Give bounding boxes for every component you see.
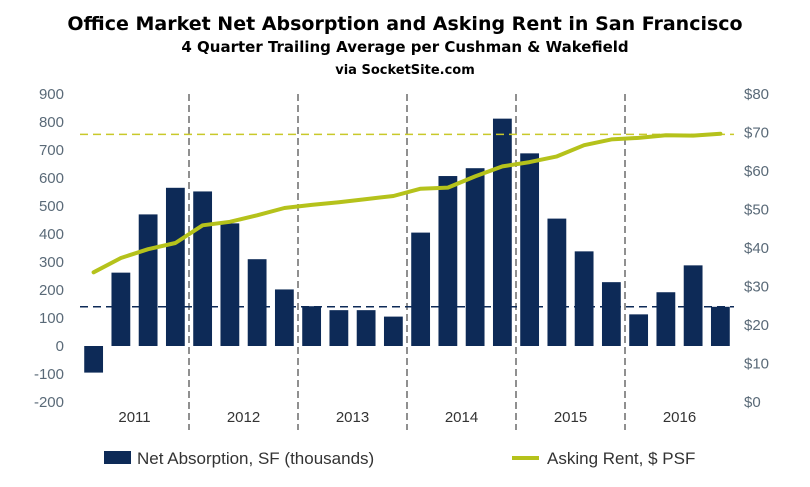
legend-label-rent: Asking Rent, $ PSF <box>547 449 695 468</box>
absorption-bar <box>111 272 131 346</box>
left-tick-label: 700 <box>39 142 64 159</box>
absorption-bar <box>601 282 621 346</box>
rent-line <box>91 131 723 275</box>
right-axis: $80 $70 $60 $50 $40 $30 $20 $10 $0 <box>744 86 769 411</box>
right-tick-label: $40 <box>744 240 769 257</box>
left-tick-label: 800 <box>39 114 64 131</box>
right-tick-label: $70 <box>744 125 769 142</box>
left-tick-label: 500 <box>39 198 64 215</box>
absorption-bar <box>138 214 158 346</box>
legend-label-absorption: Net Absorption, SF (thousands) <box>137 449 374 468</box>
left-tick-label: -100 <box>34 366 64 383</box>
year-label: 2011 <box>118 409 150 426</box>
left-axis: 900 800 700 600 500 400 300 200 100 0 -100 -200 <box>34 86 64 411</box>
absorption-bar <box>629 314 649 346</box>
chart-source: via SocketSite.com <box>335 63 475 78</box>
right-tick-label: $0 <box>744 394 761 411</box>
absorption-bar <box>574 251 594 346</box>
left-tick-label: 100 <box>39 310 64 327</box>
absorption-bar <box>302 306 322 346</box>
right-tick-label: $30 <box>744 279 769 296</box>
rent-line-layer <box>91 131 723 275</box>
year-label: 2013 <box>336 409 369 426</box>
absorption-bar <box>247 259 267 346</box>
absorption-bar <box>193 191 213 346</box>
absorption-bar <box>520 153 540 346</box>
left-tick-label: -200 <box>34 394 64 411</box>
absorption-bar <box>710 306 730 346</box>
year-dividers <box>188 94 626 430</box>
absorption-bar <box>683 265 703 346</box>
left-tick-label: 600 <box>39 170 64 187</box>
left-tick-label: 400 <box>39 226 64 243</box>
absorption-bars <box>84 118 730 373</box>
legend-swatch-absorption <box>104 451 131 464</box>
legend: Net Absorption, SF (thousands) Asking Re… <box>104 449 695 468</box>
absorption-bar <box>165 187 185 346</box>
absorption-bar <box>492 118 512 346</box>
absorption-bar <box>274 289 294 346</box>
year-label: 2012 <box>227 409 260 426</box>
year-label: 2015 <box>554 409 587 426</box>
right-tick-label: $80 <box>744 86 769 103</box>
absorption-bar <box>383 316 403 346</box>
absorption-bar <box>411 232 431 346</box>
year-label: 2016 <box>663 409 696 426</box>
year-labels: 2011 2012 2013 2014 2015 2016 <box>118 409 696 426</box>
absorption-bar <box>465 168 485 346</box>
chart-subtitle: 4 Quarter Trailing Average per Cushman &… <box>181 38 628 56</box>
left-tick-label: 200 <box>39 282 64 299</box>
absorption-bar <box>329 310 349 346</box>
absorption-bar <box>220 223 240 346</box>
right-tick-label: $20 <box>744 317 769 334</box>
right-tick-label: $60 <box>744 163 769 180</box>
left-tick-label: 0 <box>56 338 64 355</box>
year-label: 2014 <box>445 409 478 426</box>
reference-lines <box>80 133 734 308</box>
right-tick-label: $10 <box>744 356 769 373</box>
absorption-bar <box>84 346 104 373</box>
right-tick-label: $50 <box>744 202 769 219</box>
absorption-bar <box>438 176 458 346</box>
left-tick-label: 300 <box>39 254 64 271</box>
chart-title: Office Market Net Absorption and Asking … <box>67 13 742 35</box>
absorption-bar <box>547 218 567 346</box>
absorption-bar <box>356 310 376 346</box>
absorption-bar <box>656 292 676 346</box>
left-tick-label: 900 <box>39 86 64 103</box>
